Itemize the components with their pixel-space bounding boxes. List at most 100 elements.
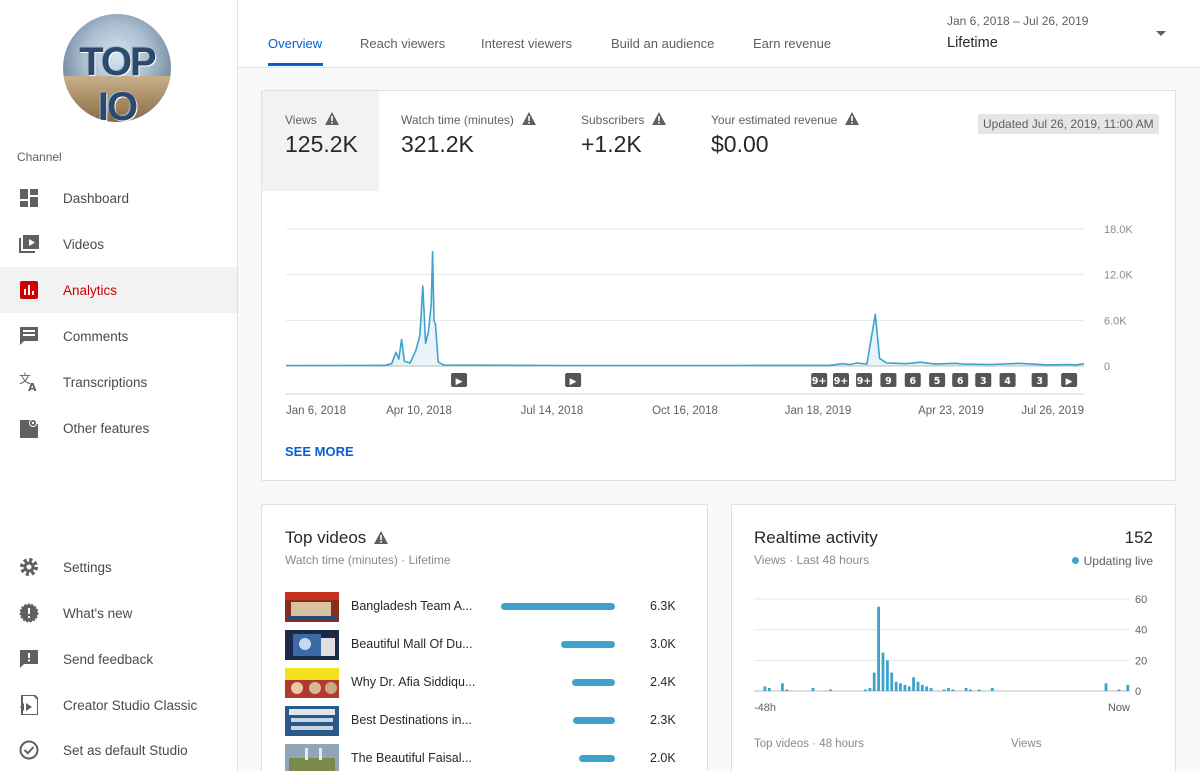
realtime-bar (951, 689, 955, 691)
top-videos-card: Top videos Watch time (minutes) · Lifeti… (261, 504, 708, 771)
analytics-icon (18, 279, 40, 301)
chevron-down-icon[interactable] (1156, 31, 1166, 36)
video-thumbnail[interactable] (285, 668, 339, 698)
metric-label: Views (285, 113, 317, 127)
video-publish-marker[interactable]: 9 (880, 373, 897, 387)
realtime-subtitle: Views · Last 48 hours (754, 553, 870, 567)
sidebar: TOP IO Channel Dashboard Videos Analytic… (0, 0, 238, 771)
sidebar-item-label: Videos (63, 236, 105, 252)
video-title[interactable]: Beautiful Mall Of Du... (351, 637, 473, 651)
video-watch-value: 2.3K (650, 713, 676, 727)
realtime-y-tick-label: 40 (1135, 625, 1147, 637)
sidebar-item-set-default-studio[interactable]: Set as default Studio (0, 727, 237, 771)
svg-text:6: 6 (909, 376, 916, 387)
video-publish-marker[interactable]: 9+ (811, 373, 828, 387)
realtime-card: 60 40 20 0 -48h Now Realtime activity 152 Vie… (731, 504, 1176, 771)
video-publish-marker[interactable]: 3 (1031, 373, 1048, 387)
svg-text:▶: ▶ (1066, 377, 1073, 387)
top-video-row[interactable]: Best Destinations in... 2.3K (285, 706, 685, 736)
video-publish-marker[interactable]: 6 (952, 373, 969, 387)
video-thumbnail[interactable] (285, 630, 339, 660)
video-publish-marker[interactable]: ▶ (1061, 373, 1078, 387)
realtime-bar (868, 687, 872, 691)
sidebar-item-settings[interactable]: Settings (0, 544, 237, 590)
video-title[interactable]: The Beautiful Faisal... (351, 751, 472, 765)
comments-icon (18, 325, 40, 347)
realtime-bar (899, 683, 902, 691)
video-publish-marker[interactable]: ▶ (451, 373, 468, 387)
realtime-bar (912, 677, 915, 691)
realtime-x-label-start: -48h (754, 702, 776, 714)
video-title[interactable]: Why Dr. Afia Siddiqu... (351, 675, 476, 689)
tab-overview[interactable]: Overview (268, 36, 323, 51)
video-publish-marker[interactable]: 3 (975, 373, 992, 387)
sidebar-item-creator-studio-classic[interactable]: Creator Studio Classic (0, 682, 237, 728)
sidebar-item-label: Comments (63, 328, 129, 344)
date-range-selector[interactable]: Lifetime (947, 35, 998, 51)
sidebar-item-other-features[interactable]: Other features (0, 405, 237, 451)
sidebar-item-send-feedback[interactable]: Send feedback (0, 636, 237, 682)
y-tick-label: 0 (1104, 361, 1110, 373)
see-more-link[interactable]: SEE MORE (285, 444, 354, 459)
video-thumbnail[interactable] (285, 592, 339, 622)
video-publish-marker[interactable]: 5 (929, 373, 946, 387)
top-video-row[interactable]: Bangladesh Team A... 6.3K (285, 592, 685, 622)
realtime-bar (877, 606, 880, 691)
video-title[interactable]: Bangladesh Team A... (351, 599, 473, 613)
avatar-skyline (63, 76, 171, 122)
tab-reach-viewers[interactable]: Reach viewers (360, 36, 446, 51)
realtime-bar (829, 689, 832, 691)
top-video-row[interactable]: Beautiful Mall Of Du... 3.0K (285, 630, 685, 660)
realtime-bar (781, 683, 784, 691)
sidebar-item-whats-new[interactable]: What's new (0, 590, 237, 636)
realtime-bar (767, 687, 771, 691)
y-tick-label: 12.0K (1104, 270, 1133, 282)
warning-icon (652, 112, 667, 125)
metric-value: 321.2K (401, 131, 474, 157)
sidebar-item-comments[interactable]: Comments (0, 313, 237, 359)
video-publish-marker[interactable]: 9+ (832, 373, 849, 387)
warning-icon (521, 112, 536, 125)
tab-build-an-audience[interactable]: Build an audience (611, 36, 715, 51)
realtime-bar (1126, 684, 1130, 691)
x-tick-label: Jul 26, 2019 (1021, 405, 1084, 417)
video-thumbnail[interactable] (285, 706, 339, 736)
video-watch-value: 3.0K (650, 637, 676, 651)
tab-earn-revenue[interactable]: Earn revenue (753, 36, 832, 51)
date-range-text[interactable]: Jan 6, 2018 – Jul 26, 2019 (947, 14, 1089, 28)
sidebar-item-dashboard[interactable]: Dashboard (0, 175, 237, 221)
check-circle-icon (18, 739, 40, 761)
sidebar-item-analytics[interactable]: Analytics (0, 267, 237, 313)
realtime-bar (977, 689, 981, 691)
top-video-row[interactable]: The Beautiful Faisal... 2.0K (285, 744, 685, 771)
metric-revenue[interactable]: Your estimated revenue $0.00 (689, 91, 879, 191)
realtime-views-column-label: Views (1011, 738, 1042, 750)
channel-avatar[interactable]: TOP IO (63, 14, 171, 122)
updating-live-status: Updating live (1071, 554, 1153, 568)
video-title[interactable]: Best Destinations in... (351, 713, 472, 727)
realtime-x-label-end: Now (1108, 702, 1130, 714)
x-tick-label: Oct 16, 2018 (652, 405, 718, 417)
svg-text:5: 5 (934, 376, 941, 387)
tab-interest-viewers[interactable]: Interest viewers (481, 36, 573, 51)
metric-watch-time[interactable]: Watch time (minutes) 321.2K (379, 91, 559, 191)
realtime-y-tick-label: 60 (1135, 594, 1147, 606)
metric-value: $0.00 (711, 131, 769, 157)
video-publish-marker[interactable]: 9+ (856, 373, 873, 387)
metric-revenue-label: Your estimated revenue (711, 112, 860, 127)
y-tick-label: 6.0K (1104, 315, 1127, 327)
video-publish-marker[interactable]: 4 (999, 373, 1016, 387)
top-video-row[interactable]: Why Dr. Afia Siddiqu... 2.4K (285, 668, 685, 698)
sidebar-item-videos[interactable]: Videos (0, 221, 237, 267)
updated-badge: Updated Jul 26, 2019, 11:00 AM (978, 114, 1159, 134)
svg-text:文: 文 (19, 372, 31, 386)
video-thumbnail[interactable] (285, 744, 339, 771)
metric-views[interactable]: Views 125.2K (262, 91, 379, 191)
metric-subscribers[interactable]: Subscribers +1.2K (559, 91, 689, 191)
realtime-views-count: 152 (1124, 528, 1153, 547)
video-publish-marker[interactable]: 6 (904, 373, 921, 387)
svg-text:3: 3 (1036, 376, 1043, 387)
video-publish-marker[interactable]: ▶ (565, 373, 582, 387)
